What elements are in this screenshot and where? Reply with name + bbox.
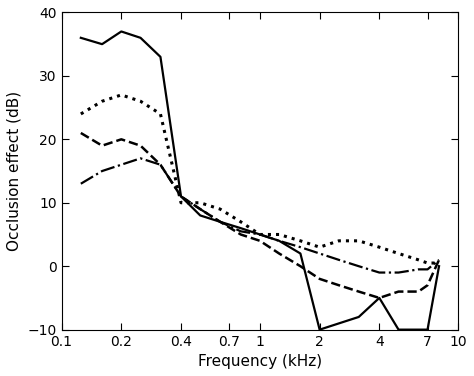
X-axis label: Frequency (kHz): Frequency (kHz)	[198, 354, 322, 369]
Y-axis label: Occlusion effect (dB): Occlusion effect (dB)	[7, 91, 22, 251]
